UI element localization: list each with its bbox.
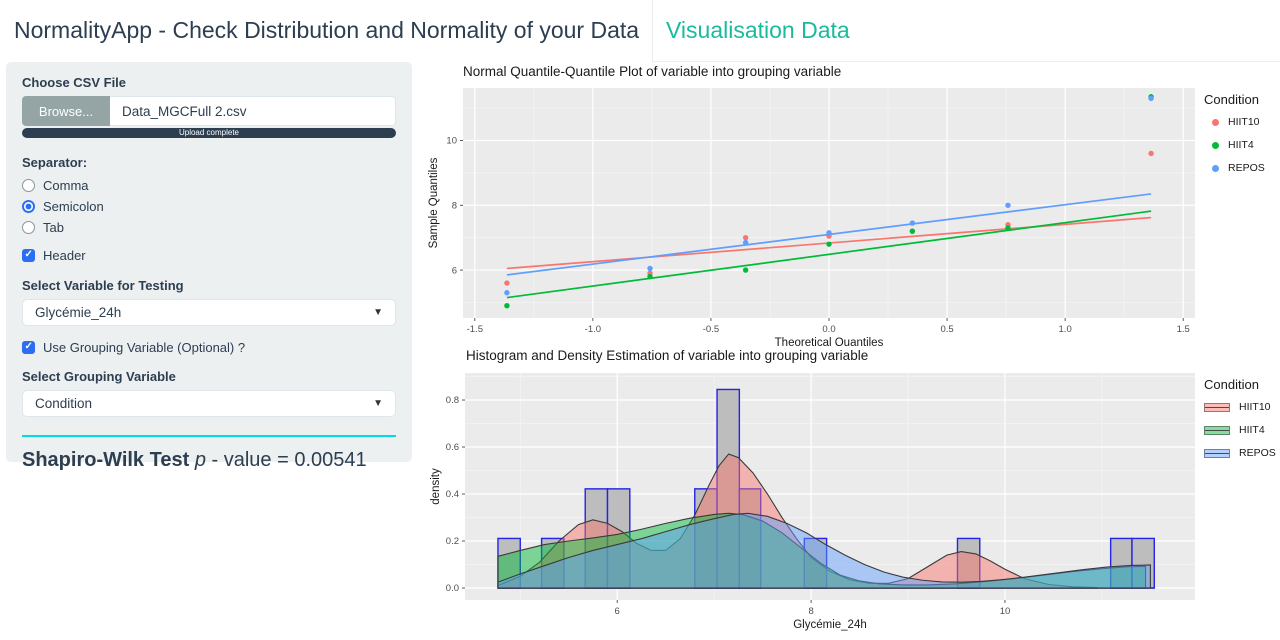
- qq-plot-svg: -1.5 -1.0 -0.5 0.0 0.5 1.0 1.5 6 8 10 Theoretical …: [428, 88, 1195, 346]
- histogram-plot-title: Histogram and Density Estimation of vari…: [466, 348, 869, 363]
- legend-dot-icon: [1212, 164, 1219, 172]
- legend-ribbon-icon: [1204, 448, 1230, 458]
- radio-icon[interactable]: [22, 221, 35, 234]
- variable-select-value: Glycémie_24h: [35, 305, 122, 320]
- grouping-checkbox-label: Use Grouping Variable (Optional) ?: [43, 340, 246, 355]
- svg-text:0.4: 0.4: [446, 489, 459, 500]
- radio-tab[interactable]: Tab: [22, 218, 396, 237]
- legend-dot-icon: [1212, 141, 1219, 149]
- tab-visualisation-data[interactable]: Visualisation Data: [666, 17, 850, 43]
- legend-item-hiit4: HIIT4: [1204, 424, 1276, 436]
- legend-ribbon-icon: [1204, 425, 1230, 435]
- legend-label: HIIT4: [1228, 139, 1254, 151]
- legend-item-hiit4: HIIT4: [1204, 139, 1265, 151]
- chevron-down-icon: ▼: [373, 398, 383, 409]
- svg-text:density: density: [430, 468, 442, 505]
- svg-text:Glycémie_24h: Glycémie_24h: [793, 619, 867, 631]
- shapiro-wilk-result: Shapiro-Wilk Test p - value = 0.00541: [22, 449, 396, 472]
- svg-text:-1.0: -1.0: [585, 324, 601, 335]
- legend-label: HIIT10: [1228, 116, 1260, 128]
- radio-comma[interactable]: Comma: [22, 176, 396, 195]
- header-checkbox-label: Header: [43, 248, 86, 263]
- radio-icon[interactable]: [22, 200, 35, 213]
- svg-text:0.0: 0.0: [822, 324, 835, 335]
- svg-text:0.6: 0.6: [446, 442, 459, 453]
- variable-select[interactable]: Glycémie_24h ▼: [22, 299, 396, 326]
- legend-title: Condition: [1204, 92, 1259, 107]
- svg-text:0.0: 0.0: [446, 583, 459, 594]
- qq-plot-title: Normal Quantile-Quantile Plot of variabl…: [463, 64, 842, 79]
- svg-text:6: 6: [452, 265, 457, 276]
- grouping-checkbox[interactable]: Use Grouping Variable (Optional) ?: [22, 338, 396, 357]
- browse-button[interactable]: Browse...: [22, 96, 110, 126]
- legend-item-repos: REPOS: [1204, 162, 1265, 174]
- chevron-down-icon: ▼: [373, 307, 383, 318]
- svg-text:0.8: 0.8: [446, 395, 459, 406]
- shapiro-wilk-p-symbol: p: [194, 449, 206, 471]
- radio-semicolon[interactable]: Semicolon: [22, 197, 396, 216]
- shapiro-wilk-result-bold: Shapiro-Wilk Test: [22, 449, 195, 471]
- legend-label: REPOS: [1228, 162, 1265, 174]
- svg-text:8: 8: [808, 606, 813, 617]
- svg-text:0.2: 0.2: [446, 536, 459, 547]
- variable-select-label: Select Variable for Testing: [22, 278, 184, 293]
- radio-tab-label: Tab: [43, 220, 64, 235]
- histogram-plot-legend: Condition HIIT10 HIIT4 REPOS: [1204, 377, 1276, 470]
- legend-label: HIIT10: [1239, 401, 1271, 413]
- svg-text:-1.5: -1.5: [467, 324, 483, 335]
- svg-text:Theoretical Quantiles: Theoretical Quantiles: [775, 337, 884, 346]
- svg-text:8: 8: [452, 200, 457, 211]
- legend-dot-icon: [1212, 118, 1219, 126]
- svg-text:Sample Quantiles: Sample Quantiles: [428, 157, 440, 248]
- radio-semicolon-label: Semicolon: [43, 199, 104, 214]
- histogram-plot-svg: 6 8 10 0.0 0.2 0.4 0.6 0.8 Glycémie_24h density: [430, 373, 1195, 631]
- legend-ribbon-icon: [1204, 402, 1230, 412]
- legend-label: HIIT4: [1239, 424, 1265, 436]
- radio-icon[interactable]: [22, 179, 35, 192]
- svg-text:10: 10: [1000, 606, 1011, 617]
- shapiro-wilk-p-value: - value = 0.00541: [205, 449, 367, 471]
- sidebar-panel: Choose CSV File Browse... Data_MGCFull 2…: [6, 62, 412, 471]
- upload-progress-bar: Upload complete: [22, 128, 396, 138]
- svg-text:10: 10: [446, 136, 457, 147]
- svg-text:6: 6: [615, 606, 620, 617]
- filename-field[interactable]: Data_MGCFull 2.csv: [110, 96, 396, 126]
- header-checkbox[interactable]: Header: [22, 246, 396, 265]
- svg-text:1.5: 1.5: [1177, 324, 1190, 335]
- svg-text:1.0: 1.0: [1059, 324, 1072, 335]
- file-input: Browse... Data_MGCFull 2.csv: [22, 96, 396, 126]
- separator-label: Separator:: [22, 155, 88, 170]
- grouping-select[interactable]: Condition ▼: [22, 390, 396, 417]
- checkbox-icon[interactable]: [22, 341, 35, 354]
- upload-progress-text: Upload complete: [178, 128, 240, 137]
- tabbar-underline: [652, 61, 1280, 62]
- legend-title: Condition: [1204, 377, 1259, 392]
- checkbox-icon[interactable]: [22, 249, 35, 262]
- radio-comma-label: Comma: [43, 178, 89, 193]
- grouping-select-label: Select Grouping Variable: [22, 369, 176, 384]
- file-input-label: Choose CSV File: [22, 75, 127, 90]
- page-title: NormalityApp - Check Distribution and No…: [14, 17, 640, 43]
- qq-plot-legend: Condition HIIT10 HIIT4 REPOS: [1204, 92, 1265, 185]
- legend-label: REPOS: [1239, 447, 1276, 459]
- header-divider: [652, 0, 653, 62]
- legend-item-hiit10: HIIT10: [1204, 401, 1276, 413]
- cyan-divider: [22, 435, 396, 437]
- legend-item-repos: REPOS: [1204, 447, 1276, 459]
- grouping-select-value: Condition: [35, 396, 93, 411]
- filename-text: Data_MGCFull 2.csv: [122, 103, 247, 119]
- legend-item-hiit10: HIIT10: [1204, 116, 1265, 128]
- svg-text:0.5: 0.5: [940, 324, 953, 335]
- app-header: NormalityApp - Check Distribution and No…: [0, 0, 1280, 62]
- svg-text:-0.5: -0.5: [703, 324, 719, 335]
